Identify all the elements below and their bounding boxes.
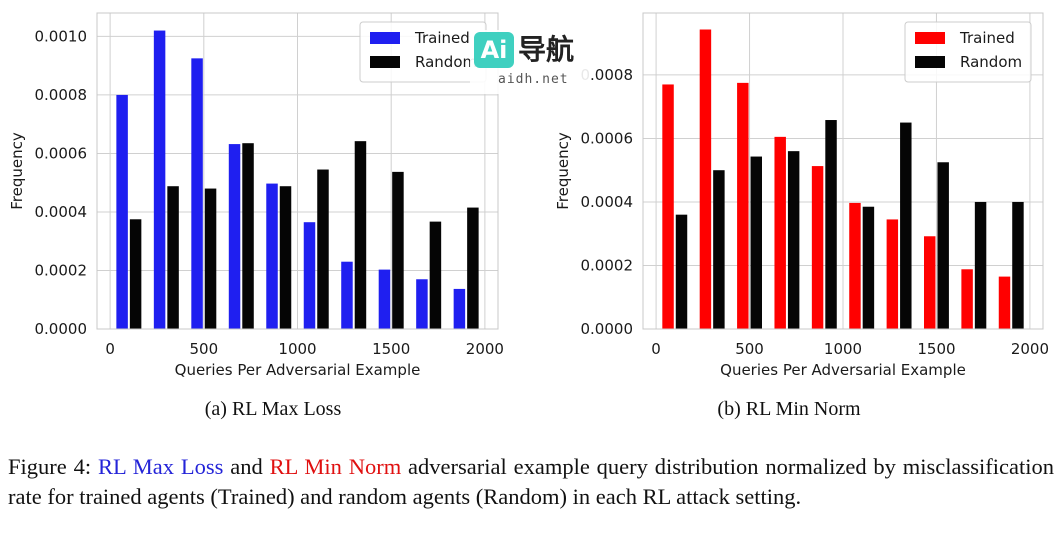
bar-random-6: [354, 141, 367, 329]
y-tick-label: 0.0004: [581, 193, 634, 211]
bar-trained-2: [737, 82, 749, 329]
caption-middle: and: [223, 454, 270, 479]
plot-frame: [642, 12, 1044, 330]
bar-trained-6: [341, 261, 353, 329]
bar-trained-0: [662, 84, 674, 330]
bar-trained-7: [378, 269, 391, 329]
bar-random-7: [937, 162, 949, 329]
bar-trained-1: [153, 30, 166, 330]
bar-trained-1: [699, 29, 712, 329]
bar-random-9: [1012, 201, 1024, 329]
legend-swatch-random: [370, 56, 400, 68]
chart-rl-max-loss: 0.0000 0.0002 0.0004 0.0006 0.0008 0.0010 0 500…: [8, 12, 504, 379]
bar-random-7: [392, 171, 404, 329]
y-tick-label: 0.0000: [581, 320, 634, 338]
bar-random-2: [204, 188, 217, 329]
y-tick-label: 0.0002: [581, 256, 634, 274]
bar-trained-0: [116, 94, 128, 329]
bar-trained-7: [924, 236, 936, 329]
x-tick-label: 500: [189, 340, 218, 358]
watermark-cn-text: 导航: [518, 33, 575, 66]
subcaption-b: (b) RL Min Norm: [717, 398, 861, 420]
bar-random-5: [862, 206, 875, 329]
y-tick-label: 0.0006: [581, 129, 634, 147]
bar-random-9: [467, 207, 479, 329]
x-tick-label: 1000: [278, 340, 316, 358]
bar-trained-3: [228, 144, 241, 329]
x-tick-label: 2000: [1011, 340, 1049, 358]
caption-prefix: Figure 4:: [8, 454, 98, 479]
watermark-logo: Ai 导航 aidh.net: [470, 30, 590, 94]
legend-label-random: Random: [415, 53, 477, 71]
bar-trained-5: [303, 222, 316, 329]
bar-trained-8: [961, 269, 973, 329]
caption-term-rl-min-norm: RL Min Norm: [269, 454, 402, 479]
y-tick-label: 0.0004: [35, 203, 88, 221]
bar-trained-3: [774, 136, 786, 329]
x-axis-label: Queries Per Adversarial Example: [720, 361, 966, 379]
chart-rl-min-norm: 0.0000 0.0002 0.0004 0.0006 0.0008 0 500 1000 15…: [554, 12, 1049, 379]
x-tick-label: 0: [105, 340, 115, 358]
y-axis-label: Frequency: [554, 132, 572, 210]
caption-term-rl-max-loss: RL Max Loss: [97, 454, 224, 479]
x-tick-label: 500: [735, 340, 764, 358]
y-tick-label: 0.0008: [35, 86, 88, 104]
x-tick-label: 0: [651, 340, 661, 358]
bar-trained-8: [416, 279, 428, 329]
legend-swatch-trained: [915, 32, 945, 44]
x-tick-label: 2000: [466, 340, 504, 358]
y-tick-label: 0.0008: [581, 66, 634, 84]
y-tick-label: 0.0002: [35, 261, 88, 279]
plot-frame: [96, 12, 499, 330]
bar-trained-6: [886, 219, 899, 329]
watermark-url: aidh.net: [498, 72, 569, 87]
bar-trained-5: [849, 202, 861, 329]
legend-label-random: Random: [960, 53, 1022, 71]
bar-random-2: [750, 156, 762, 329]
bar-random-1: [167, 186, 179, 329]
y-tick-label: 0.0010: [35, 27, 88, 45]
x-tick-label: 1500: [372, 340, 410, 358]
figure-caption: Figure 4: RL Max Loss and RL Min Norm ad…: [8, 452, 1054, 512]
bar-random-5: [317, 169, 329, 329]
bar-random-0: [675, 214, 688, 329]
bar-random-4: [825, 120, 837, 330]
bar-trained-4: [811, 166, 824, 329]
legend-label-trained: Trained: [414, 29, 470, 47]
x-tick-label: 1500: [917, 340, 955, 358]
legend-label-trained: Trained: [959, 29, 1015, 47]
bar-random-3: [787, 151, 800, 329]
bar-random-4: [279, 186, 292, 329]
legend-swatch-trained: [370, 32, 400, 44]
bar-random-6: [900, 122, 912, 329]
bar-random-3: [242, 143, 254, 329]
caption-rest: adversarial example query distribution n…: [8, 454, 1055, 509]
x-tick-label: 1000: [824, 340, 862, 358]
y-axis-label: Frequency: [8, 132, 26, 210]
y-tick-label: 0.0006: [35, 144, 88, 162]
bar-trained-4: [266, 183, 278, 329]
bar-random-8: [429, 221, 442, 329]
bar-trained-9: [453, 288, 466, 329]
x-axis-label: Queries Per Adversarial Example: [175, 361, 421, 379]
y-tick-label: 0.0000: [35, 320, 88, 338]
bar-random-0: [129, 219, 142, 329]
bar-random-8: [974, 201, 987, 329]
subcaption-a: (a) RL Max Loss: [204, 398, 342, 420]
bar-random-1: [713, 170, 725, 329]
watermark-ai-badge: Ai: [474, 32, 514, 68]
bar-trained-9: [998, 276, 1011, 329]
legend-swatch-random: [915, 56, 945, 68]
bar-trained-2: [191, 58, 203, 329]
